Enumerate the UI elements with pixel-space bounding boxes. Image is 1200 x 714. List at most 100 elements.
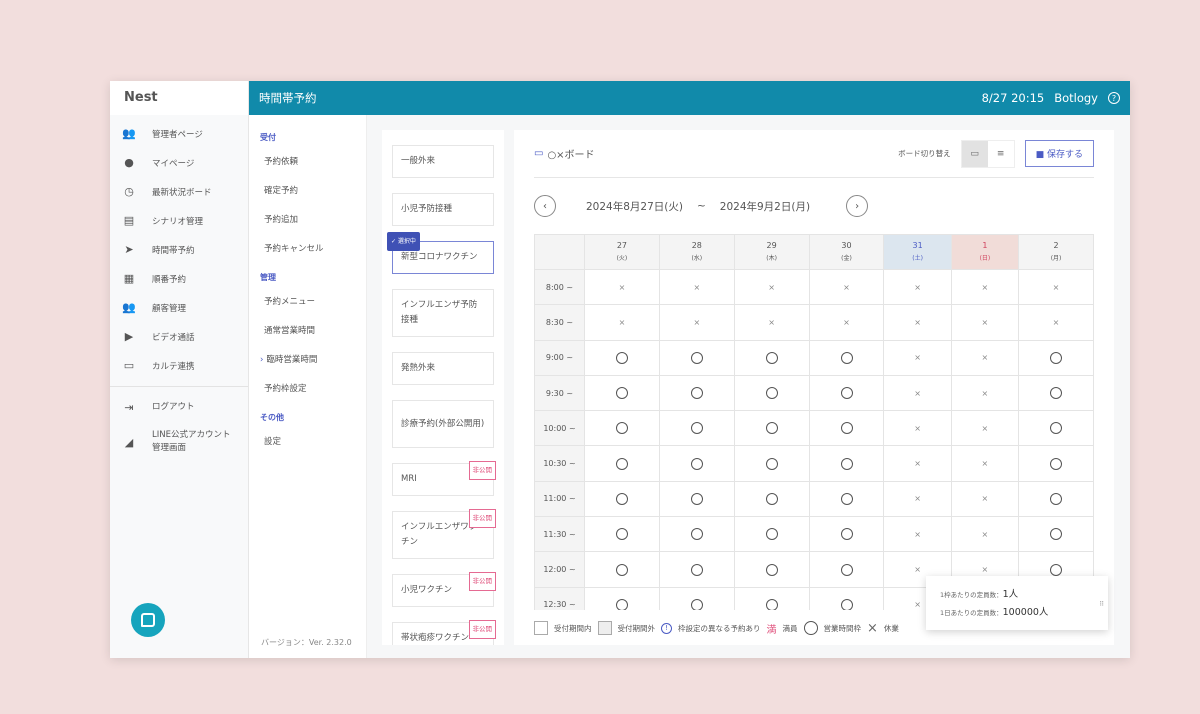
menu-item[interactable]: 小児予防接種: [392, 193, 494, 226]
menu-item[interactable]: インフルエンザ予防接種: [392, 289, 494, 337]
menu-item[interactable]: ✓ 選択中 新型コロナワクチン: [387, 232, 494, 274]
slot-cell[interactable]: [584, 374, 660, 412]
slot-cell[interactable]: [584, 445, 660, 482]
sidebar-item[interactable]: ◢ LINE公式アカウント管理画面: [110, 422, 248, 462]
slot-cell[interactable]: ×: [950, 410, 1020, 447]
slot-cell[interactable]: [584, 586, 660, 610]
slot-cell[interactable]: [658, 339, 735, 376]
prev-week-button[interactable]: ‹: [534, 195, 556, 217]
next-week-button[interactable]: ›: [846, 195, 869, 217]
slot-cell[interactable]: [658, 551, 735, 588]
chat-button[interactable]: [131, 603, 165, 637]
slot-cell[interactable]: ×: [950, 516, 1020, 553]
slot-cell[interactable]: [658, 445, 735, 482]
slot-cell[interactable]: [658, 516, 735, 553]
slot-cell[interactable]: ×: [950, 268, 1020, 306]
submenu-item[interactable]: › 臨時営業時間: [249, 353, 366, 382]
slot-cell[interactable]: [808, 551, 885, 588]
slot-cell[interactable]: ×: [883, 374, 952, 412]
slot-cell[interactable]: ×: [883, 268, 952, 306]
slot-cell[interactable]: [1018, 480, 1094, 518]
slot-cell[interactable]: ×: [883, 445, 952, 482]
slot-cell[interactable]: [1018, 516, 1094, 553]
menu-item[interactable]: 非公開 小児ワクチン: [392, 572, 496, 607]
slot-cell[interactable]: [1018, 374, 1094, 412]
menu-item[interactable]: 一般外来: [392, 145, 494, 178]
slot-cell[interactable]: ×: [883, 339, 952, 376]
slot-cell[interactable]: [808, 445, 885, 482]
slot-cell[interactable]: [658, 410, 735, 447]
slot-cell[interactable]: ×: [808, 268, 885, 306]
slot-cell[interactable]: [808, 339, 885, 376]
slot-cell[interactable]: [733, 445, 810, 482]
slot-cell[interactable]: ×: [584, 268, 660, 306]
slot-cell[interactable]: [808, 480, 885, 518]
slot-cell[interactable]: [733, 374, 810, 412]
sidebar-item[interactable]: 👥 顧客管理: [110, 293, 248, 322]
slot-cell[interactable]: [808, 410, 885, 447]
submenu-item[interactable]: 予約キャンセル: [249, 242, 366, 271]
slot-cell[interactable]: [733, 480, 810, 518]
question-circle-icon[interactable]: ?: [1108, 92, 1120, 104]
menu-item[interactable]: 発熱外来: [392, 352, 494, 385]
slot-cell[interactable]: [733, 410, 810, 447]
slot-cell[interactable]: ×: [883, 410, 952, 447]
slot-cell[interactable]: [658, 480, 735, 518]
slot-cell[interactable]: ×: [733, 268, 810, 306]
menu-item[interactable]: 非公開 インフルエンザワクチン: [392, 509, 496, 559]
slot-cell[interactable]: ×: [733, 304, 810, 341]
slot-cell[interactable]: ×: [1018, 268, 1094, 306]
slot-cell[interactable]: [584, 339, 660, 376]
sidebar-item[interactable]: ➤ 時間帯予約: [110, 235, 248, 264]
slot-cell[interactable]: ×: [950, 304, 1020, 341]
slot-cell[interactable]: ×: [883, 516, 952, 553]
slot-cell[interactable]: ×: [950, 480, 1020, 518]
submenu-item[interactable]: 予約追加: [249, 213, 366, 242]
submenu-item[interactable]: 予約依頼: [249, 155, 366, 184]
slot-cell[interactable]: [584, 516, 660, 553]
sidebar-item[interactable]: ▭ カルテ連携: [110, 351, 248, 380]
slot-cell[interactable]: ×: [584, 304, 660, 341]
slot-cell[interactable]: [658, 586, 735, 610]
slot-cell[interactable]: [1018, 339, 1094, 376]
capacity-popup[interactable]: 1枠あたりの定員数：1人 1日あたりの定員数：100000人 ⠿: [926, 576, 1108, 630]
sidebar-item[interactable]: ⇥ ログアウト: [110, 393, 248, 422]
drag-handle-icon[interactable]: ⠿: [1099, 600, 1104, 608]
slot-cell[interactable]: [584, 410, 660, 447]
menu-item[interactable]: 非公開 MRI: [392, 461, 496, 496]
slot-cell[interactable]: ×: [950, 445, 1020, 482]
submenu-item[interactable]: 予約メニュー: [249, 295, 366, 324]
slot-cell[interactable]: [658, 374, 735, 412]
slot-cell[interactable]: [808, 586, 885, 610]
submenu-item[interactable]: 通常営業時間: [249, 324, 366, 353]
sidebar-item[interactable]: ◷ 最新状況ボード: [110, 177, 248, 206]
slot-cell[interactable]: ×: [658, 268, 735, 306]
sidebar-item[interactable]: ▶ ビデオ通話: [110, 322, 248, 351]
slot-cell[interactable]: [808, 374, 885, 412]
save-button[interactable]: ■ 保存する: [1024, 140, 1094, 167]
sidebar-item[interactable]: 👥 管理者ページ: [110, 119, 248, 148]
slot-cell[interactable]: ×: [883, 480, 952, 518]
slot-cell[interactable]: ×: [1018, 304, 1094, 341]
submenu-item[interactable]: 確定予約: [249, 184, 366, 213]
menu-item[interactable]: 診療予約(外部公開用): [392, 400, 494, 448]
sidebar-item[interactable]: ▤ シナリオ管理: [110, 206, 248, 235]
sidebar-item[interactable]: ● マイページ: [110, 148, 248, 177]
menu-item[interactable]: 非公開 帯状疱疹ワクチン: [392, 620, 496, 645]
slot-cell[interactable]: [733, 551, 810, 588]
slot-cell[interactable]: [733, 516, 810, 553]
slot-cell[interactable]: [1018, 445, 1094, 482]
slot-cell[interactable]: [1018, 410, 1094, 447]
slot-cell[interactable]: [808, 516, 885, 553]
sidebar-item[interactable]: ▦ 順番予約: [110, 264, 248, 293]
slot-cell[interactable]: ×: [808, 304, 885, 341]
calendar-view-icon[interactable]: ▭: [961, 140, 988, 167]
slot-cell[interactable]: [584, 551, 660, 588]
submenu-item[interactable]: 予約枠設定: [249, 382, 366, 411]
user-name[interactable]: Botlogy: [1054, 91, 1098, 105]
slot-cell[interactable]: [584, 480, 660, 518]
slot-cell[interactable]: [733, 339, 810, 376]
slot-cell[interactable]: [733, 586, 810, 610]
slot-cell[interactable]: ×: [658, 304, 735, 341]
list-view-icon[interactable]: ≡: [996, 148, 1005, 159]
